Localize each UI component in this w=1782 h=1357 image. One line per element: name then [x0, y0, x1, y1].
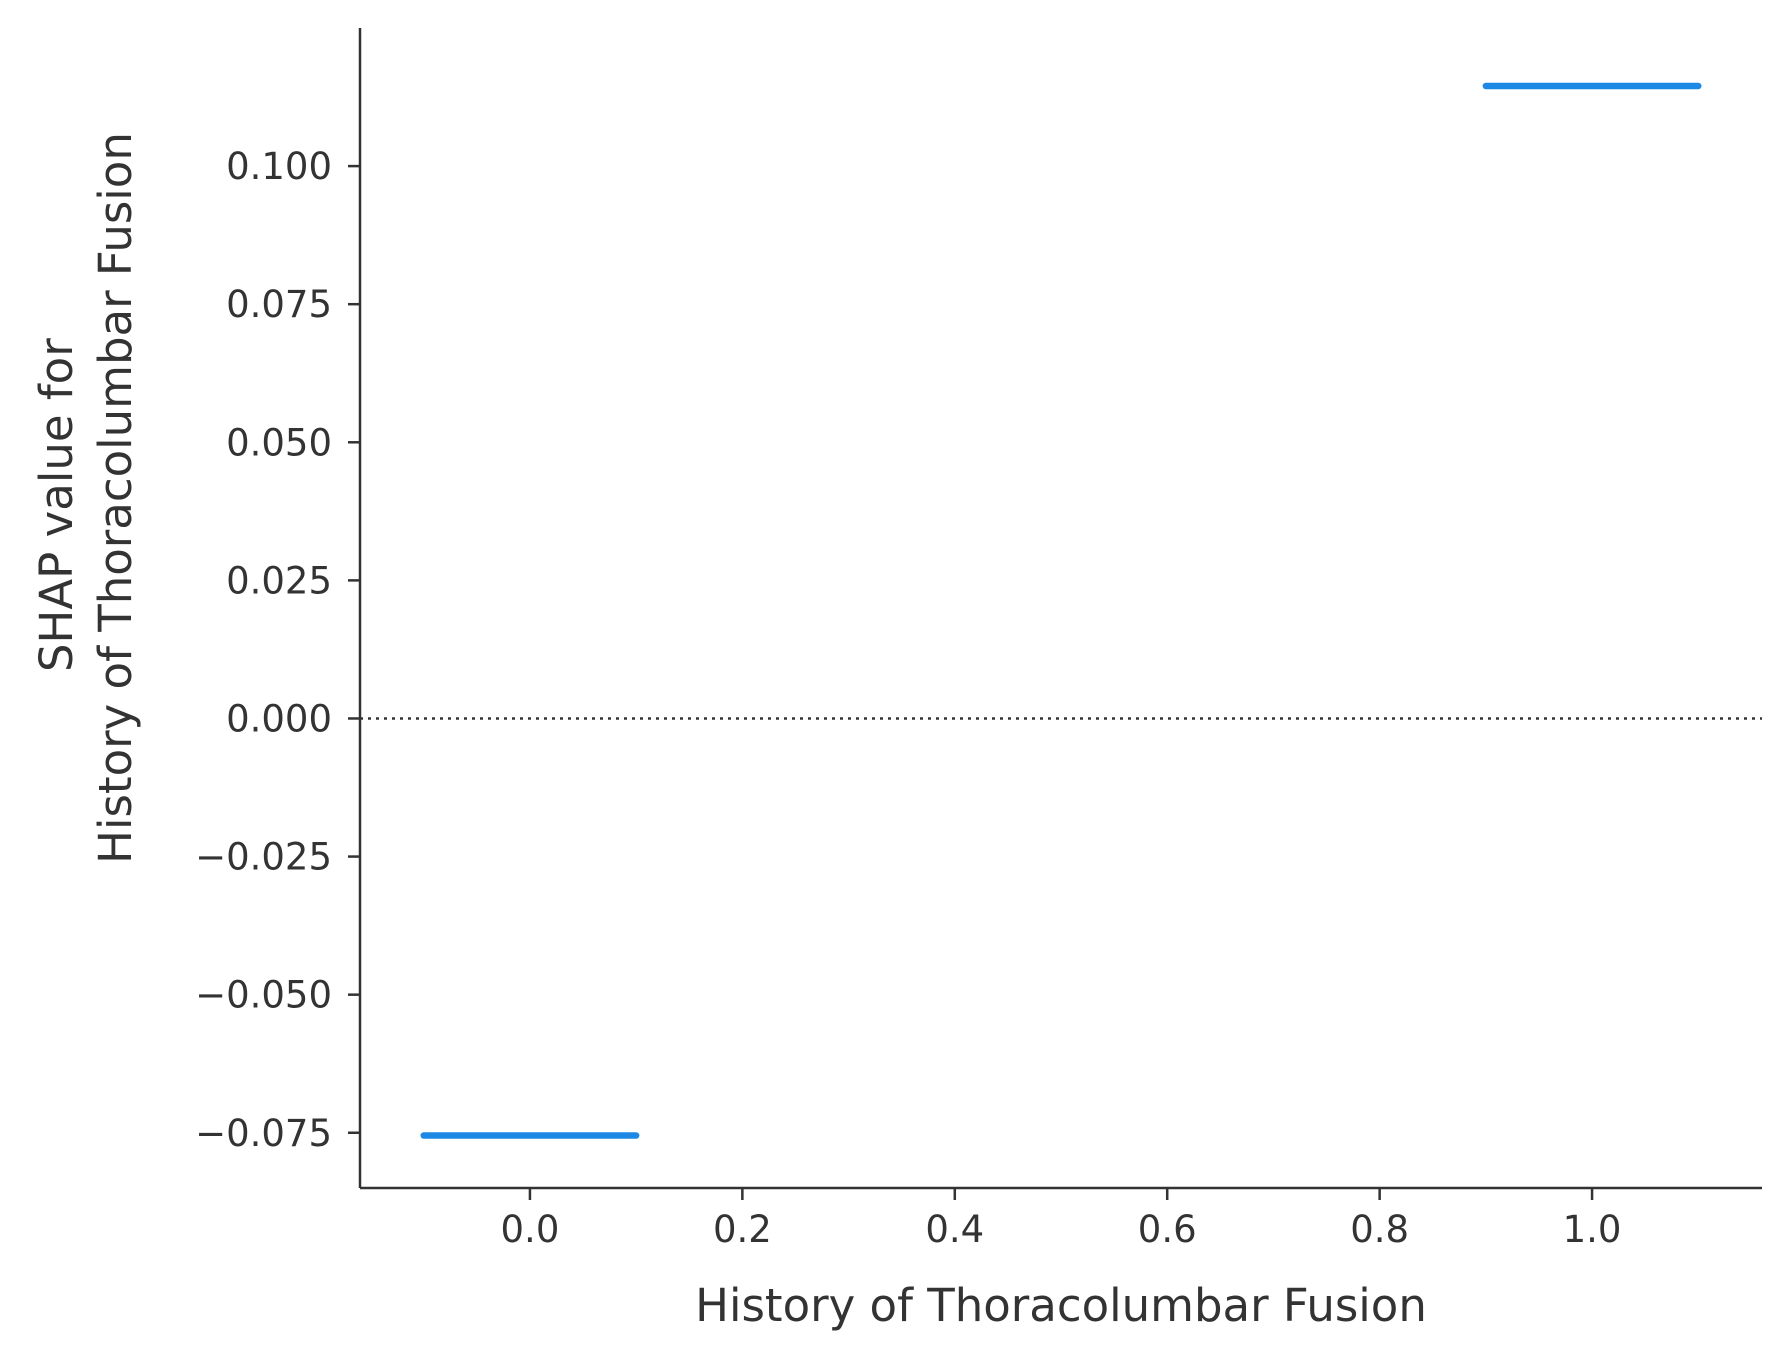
- y-tick-label: −0.025: [195, 836, 332, 879]
- y-ticks: 0.100 0.075 0.050 0.025 0.000 −0.025 −0.050 −0.…: [195, 145, 360, 1155]
- y-tick-label: 0.000: [226, 697, 332, 740]
- y-tick-label: −0.050: [195, 974, 332, 1017]
- y-tick-label: −0.075: [195, 1112, 332, 1155]
- x-ticks: 0.0 0.2 0.4 0.6 0.8 1.0: [501, 1188, 1622, 1251]
- x-tick-label: 0.0: [501, 1208, 560, 1251]
- x-tick-label: 0.6: [1138, 1208, 1197, 1251]
- y-tick-label: 0.025: [226, 559, 332, 602]
- y-tick-label: 0.075: [226, 283, 332, 326]
- axes-layer: [358, 28, 1762, 1190]
- x-tick-label: 1.0: [1563, 1208, 1622, 1251]
- y-tick-label: 0.100: [226, 145, 332, 188]
- x-tick-label: 0.8: [1350, 1208, 1409, 1251]
- y-tick-label: 0.050: [226, 421, 332, 464]
- x-tick-label: 0.2: [713, 1208, 772, 1251]
- x-axis-title: History of Thoracolumbar Fusion: [695, 1279, 1427, 1332]
- x-tick-label: 0.4: [925, 1208, 984, 1251]
- y-axis-title-line-2: History of Thoracolumbar Fusion: [89, 132, 142, 864]
- y-axis-title: SHAP value for History of Thoracolumbar …: [30, 132, 142, 864]
- series-layer: [420, 82, 1702, 1139]
- y-axis-title-line-1: SHAP value for: [30, 338, 83, 672]
